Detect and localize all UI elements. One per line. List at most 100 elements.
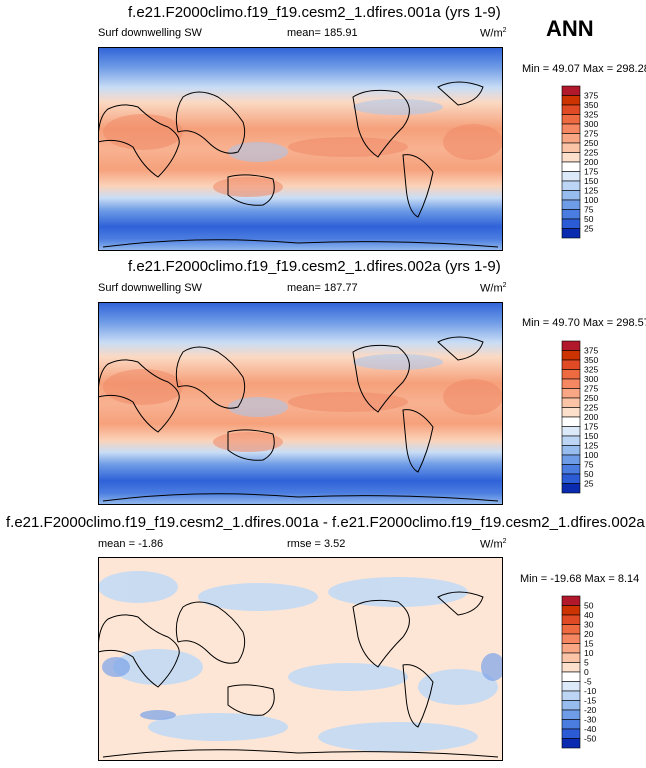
colorbar-tick-label: 175 [584,422,598,432]
panel2-high-regions [103,369,503,452]
colorbar-tick-label: -15 [584,696,597,706]
colorbar-swatch [561,483,581,494]
colorbar-swatch [561,85,581,96]
colorbar-tick-label: 250 [584,393,598,403]
colorbar-tick-label: 375 [584,346,598,356]
panel3-map [98,557,503,761]
panel2-title: f.e21.F2000climo.f19_f19.cesm2_1.dfires.… [128,258,501,275]
colorbar-tick-label: 5 [584,658,589,668]
panel1-high-regions [103,114,503,197]
colorbar-tick-label: 250 [584,138,598,148]
colorbar-tick-label: 200 [584,412,598,422]
colorbar-tick-label: 20 [584,629,594,639]
colorbar-tick-label: 275 [584,129,598,139]
panel3-mean: mean = -1.86 [98,538,164,550]
colorbar-swatch [561,199,581,210]
colorbar-swatch [561,681,581,692]
colorbar-swatch [561,123,581,134]
panel1-units: W/m2 [480,27,507,40]
colorbar-swatch [561,369,581,380]
colorbar-swatch [561,359,581,370]
colorbar-tick-label: 25 [584,224,594,234]
colorbar-swatch [561,426,581,437]
colorbar-swatch [561,445,581,456]
colorbar-tick-label: 0 [584,667,589,677]
colorbar-tick-label: 150 [584,431,598,441]
colorbar-tick-label: 10 [584,648,594,658]
panel2-mean: mean= 187.77 [287,282,358,294]
colorbar-swatch [561,454,581,465]
colorbar-swatch [561,595,581,606]
panel1-coastlines [98,81,499,248]
panel1-low-regions [228,99,443,162]
colorbar-swatch [561,671,581,682]
colorbar-swatch [561,728,581,739]
colorbar-swatch [561,464,581,475]
colorbar-tick-label: -5 [584,677,592,687]
colorbar-tick-label: -30 [584,715,597,725]
colorbar-tick-label: 350 [584,100,598,110]
panel3-colorbar-swatches [561,595,581,749]
colorbar-swatch [561,133,581,144]
colorbar-swatch [561,340,581,351]
panel2-frame [98,302,503,505]
panel1-title: f.e21.F2000climo.f19_f19.cesm2_1.dfires.… [128,4,501,21]
colorbar-tick-label: 150 [584,176,598,186]
colorbar-tick-label: 375 [584,91,598,101]
colorbar-swatch [561,209,581,220]
panel2-coastlines [98,336,499,502]
panel3-title: f.e21.F2000climo.f19_f19.cesm2_1.dfires.… [6,514,645,531]
colorbar-tick-label: 50 [584,214,594,224]
panel1-colorbar-labels: 3753503253002752502252001751501251007550… [584,91,598,234]
panel1-variable-label: Surf downwelling SW [98,27,202,39]
colorbar-tick-label: 325 [584,365,598,375]
colorbar-swatch [561,350,581,361]
colorbar-tick-label: -50 [584,734,597,744]
panel3-min-max: Min = -19.68 Max = 8.14 [520,573,640,585]
colorbar-tick-label: 75 [584,205,594,215]
colorbar-swatch [561,104,581,115]
colorbar-swatch [561,95,581,106]
colorbar-tick-label: 75 [584,460,594,470]
colorbar-tick-label: 300 [584,374,598,384]
panel1-map [98,47,503,251]
panel2-colorbar: 3753503253002752502252001751501251007550… [561,340,598,494]
panel2-map [98,302,503,505]
colorbar-tick-label: 200 [584,157,598,167]
colorbar-tick-label: 15 [584,639,594,649]
panel3-units: W/m2 [480,538,507,551]
colorbar-swatch [561,700,581,711]
colorbar-tick-label: -10 [584,686,597,696]
colorbar-tick-label: 50 [584,601,594,611]
colorbar-tick-label: 50 [584,469,594,479]
panel2-colorbar-swatches [561,340,581,494]
panel2-units: W/m2 [480,282,507,295]
colorbar-tick-label: 100 [584,450,598,460]
colorbar-swatch [561,388,581,399]
colorbar-tick-label: -40 [584,724,597,734]
colorbar-swatch [561,633,581,644]
colorbar-swatch [561,652,581,663]
colorbar-tick-label: 125 [584,441,598,451]
colorbar-swatch [561,190,581,201]
panel2-min-max: Min = 49.70 Max = 298.57 [522,317,646,329]
colorbar-swatch [561,643,581,654]
colorbar-swatch [561,738,581,749]
panel1-frame [98,47,503,251]
colorbar-swatch [561,218,581,229]
colorbar-tick-label: 40 [584,610,594,620]
colorbar-swatch [561,662,581,673]
panel2-low-regions [228,354,443,417]
colorbar-tick-label: -20 [584,705,597,715]
colorbar-tick-label: 100 [584,195,598,205]
colorbar-tick-label: 225 [584,403,598,413]
colorbar-swatch [561,690,581,701]
colorbar-swatch [561,142,581,153]
colorbar-swatch [561,624,581,635]
colorbar-swatch [561,614,581,625]
colorbar-tick-label: 275 [584,384,598,394]
season-label: ANN [546,16,594,41]
colorbar-swatch [561,180,581,191]
colorbar-swatch [561,605,581,616]
colorbar-swatch [561,709,581,720]
